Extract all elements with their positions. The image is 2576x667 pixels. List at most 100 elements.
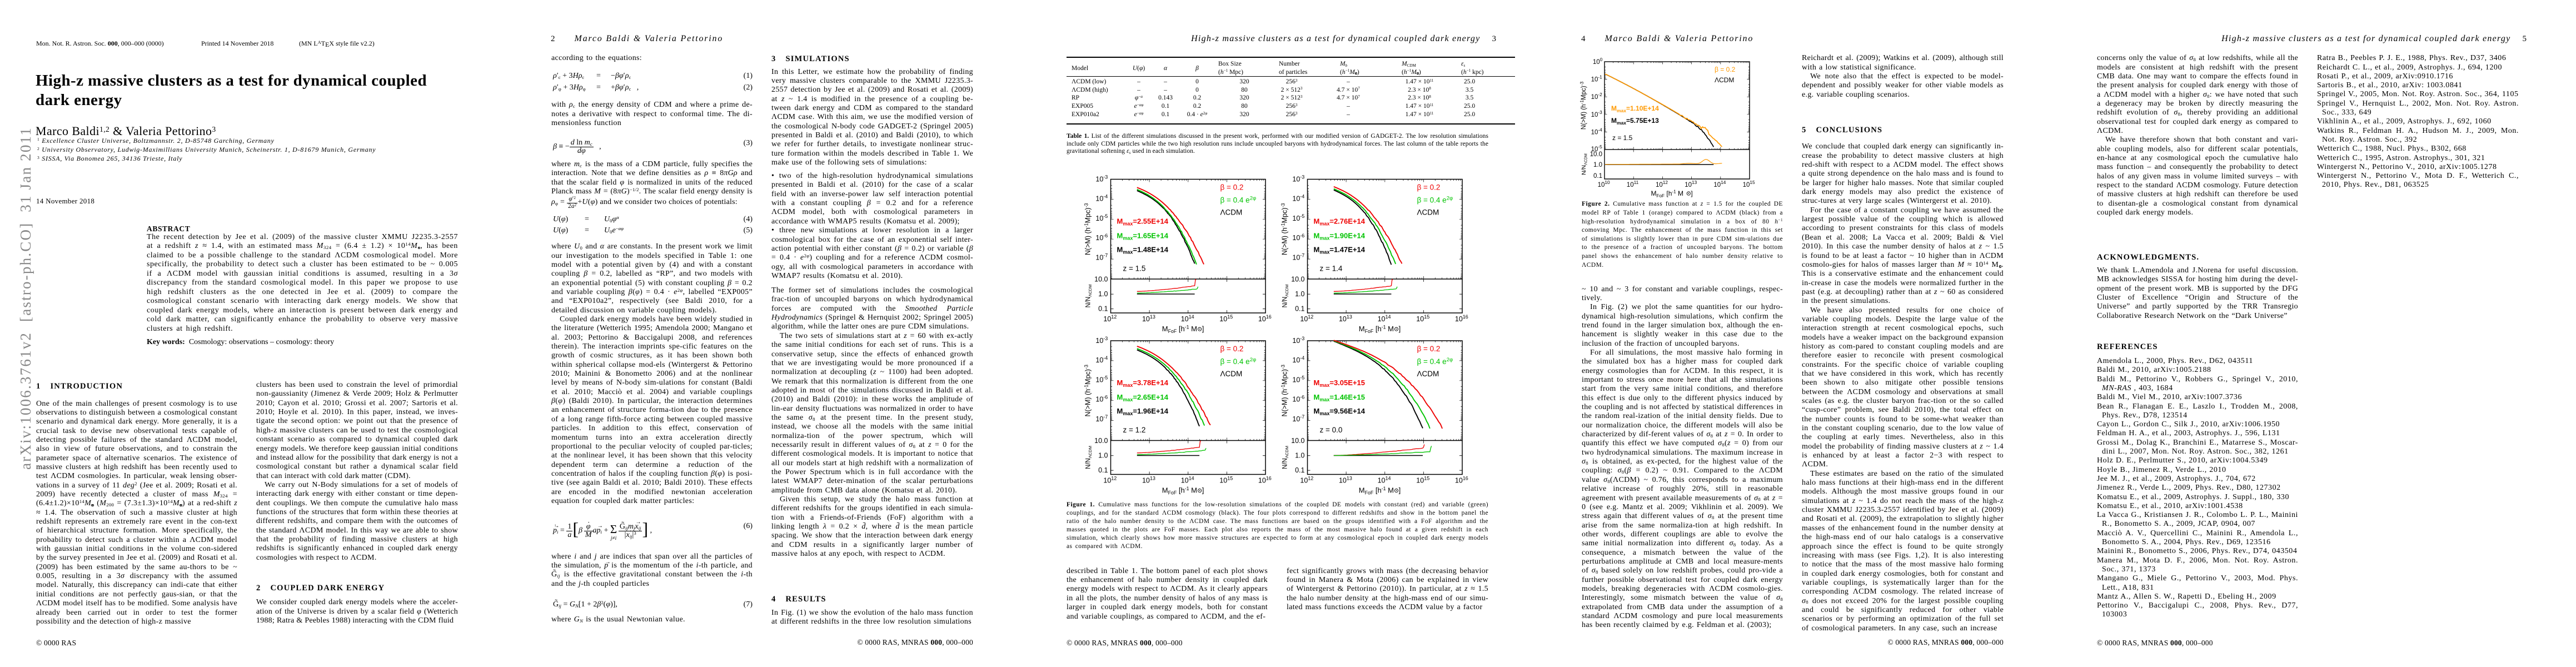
svg-text:16: 16 [1463,476,1468,481]
svg-text:10: 10 [1095,396,1103,404]
svg-text:10: 10 [1103,477,1111,485]
svg-text:Mmax=1.47E+14: Mmax=1.47E+14 [1314,246,1366,255]
svg-text:10: 10 [1300,315,1308,323]
svg-text:-7: -7 [1103,414,1108,420]
svg-text:10: 10 [1095,215,1103,222]
svg-text:Mmax=1.96E+14: Mmax=1.96E+14 [1117,407,1169,416]
svg-text:10.0: 10.0 [1291,276,1304,283]
svg-text:10: 10 [1095,176,1103,183]
svg-text:-5: -5 [1300,375,1304,380]
svg-text:β = 0.2: β = 0.2 [1220,345,1244,353]
svg-text:13: 13 [1150,314,1155,320]
svg-text:10: 10 [1591,77,1598,83]
svg-text:16: 16 [1266,314,1272,320]
svg-text:1.0: 1.0 [1098,290,1108,298]
svg-text:-5: -5 [1103,375,1108,380]
svg-text:N(>M) (h-1Mpc)-3: N(>M) (h-1Mpc)-3 [1280,365,1289,416]
svg-text:MFoF [h-1 M: MFoF [h-1 M [1359,325,1394,335]
svg-text:-2: -2 [1598,92,1602,97]
svg-text:]: ] [1399,486,1401,495]
svg-text:-7: -7 [1103,252,1108,258]
svg-text:0.1: 0.1 [1295,305,1304,313]
svg-text:13: 13 [1692,180,1697,185]
svg-text:10: 10 [1656,182,1663,188]
svg-text:-7: -7 [1300,414,1304,420]
svg-text:10: 10 [1627,182,1634,188]
svg-text:10: 10 [1258,315,1266,323]
svg-text:-4: -4 [1103,194,1108,200]
svg-text:β = 0.2: β = 0.2 [1417,183,1441,192]
svg-text:-6: -6 [1300,233,1304,238]
svg-text:N/NΛCDM: N/NΛCDM [1085,446,1093,469]
svg-text:N(>M) (h-1Mpc)-3: N(>M) (h-1Mpc)-3 [1084,203,1092,255]
svg-text:N(>M) (h-1Mpc)-3: N(>M) (h-1Mpc)-3 [1084,365,1092,416]
svg-text:10: 10 [1095,195,1103,203]
svg-text:15: 15 [1424,314,1429,320]
svg-text:10: 10 [1181,315,1189,323]
svg-text:0.1: 0.1 [1593,173,1602,180]
svg-text:10: 10 [1292,253,1300,261]
svg-text:-5: -5 [1300,213,1304,219]
svg-text:Mmax=5.75E+13: Mmax=5.75E+13 [1611,117,1659,126]
svg-text:10: 10 [1292,195,1300,203]
svg-text:10: 10 [1455,315,1463,323]
svg-text:10: 10 [1605,180,1610,185]
svg-text:12: 12 [1663,180,1668,185]
svg-text:1.0: 1.0 [1593,162,1602,168]
svg-text:]: ] [1691,190,1692,197]
svg-text:β = 0.2: β = 0.2 [1417,345,1441,353]
svg-text:Mmax=2.65E+14: Mmax=2.65E+14 [1117,393,1169,402]
svg-text:N(>M) (h-1Mpc)-3: N(>M) (h-1Mpc)-3 [1280,203,1289,255]
svg-text:15: 15 [1227,476,1233,481]
svg-text:ΛCDM: ΛCDM [1220,208,1243,217]
svg-text:Mmax=2.76E+14: Mmax=2.76E+14 [1314,217,1366,227]
svg-text:Mmax=1.90E+14: Mmax=1.90E+14 [1314,232,1366,241]
svg-text:10: 10 [1292,215,1300,222]
svg-text:10: 10 [1743,182,1750,188]
svg-text:12: 12 [1111,476,1117,481]
svg-text:13: 13 [1347,476,1352,481]
svg-text:1.0: 1.0 [1295,290,1304,298]
svg-text:15: 15 [1750,180,1755,185]
svg-text:β = 0.4 e2φ: β = 0.4 e2φ [1417,357,1453,366]
svg-text:-3: -3 [1598,109,1602,115]
svg-text:15: 15 [1424,476,1429,481]
svg-text:N/NΛCDM: N/NΛCDM [1085,285,1093,308]
svg-text:Mmax=1.10E+14: Mmax=1.10E+14 [1611,104,1659,113]
svg-text:-3: -3 [1103,336,1108,341]
svg-text:10: 10 [1685,182,1692,188]
svg-text:10: 10 [1095,234,1103,242]
svg-text:ΛCDM: ΛCDM [1220,370,1243,378]
svg-text:10: 10 [1095,253,1103,261]
svg-text:Mmax=1.65E+14: Mmax=1.65E+14 [1117,232,1169,241]
svg-text:z = 1.4: z = 1.4 [1320,265,1343,273]
svg-text:10: 10 [1142,315,1150,323]
svg-text:10: 10 [1416,315,1424,323]
svg-text:]: ] [1202,325,1204,333]
svg-text:10: 10 [1593,59,1600,66]
svg-text:10: 10 [1591,129,1598,136]
svg-text:-3: -3 [1300,175,1304,180]
svg-text:-3: -3 [1300,336,1304,341]
svg-text:10: 10 [1713,182,1721,188]
svg-text:-3: -3 [1103,175,1108,180]
svg-text:0.1: 0.1 [1098,305,1108,313]
svg-text:10: 10 [1095,356,1103,364]
svg-text:N/NΛCDM: N/NΛCDM [1581,153,1588,175]
svg-text:Mmax=1.46E+15: Mmax=1.46E+15 [1314,393,1365,402]
svg-text:16: 16 [1463,314,1468,320]
svg-text:14: 14 [1721,180,1726,185]
svg-text:0.1: 0.1 [1098,466,1108,474]
svg-text:10: 10 [1378,477,1386,485]
svg-text:10: 10 [1292,176,1300,183]
svg-text:10: 10 [1591,112,1598,118]
svg-text:MFoF [h-1 M: MFoF [h-1 M [1162,486,1197,496]
svg-text:10.0: 10.0 [1291,437,1304,445]
svg-text:-4: -4 [1598,127,1602,132]
svg-text:10: 10 [1455,477,1463,485]
svg-text:10: 10 [1219,477,1227,485]
svg-text:10: 10 [1292,376,1300,384]
svg-text:-7: -7 [1300,252,1304,258]
svg-text:14: 14 [1386,314,1391,320]
svg-text:12: 12 [1308,476,1313,481]
